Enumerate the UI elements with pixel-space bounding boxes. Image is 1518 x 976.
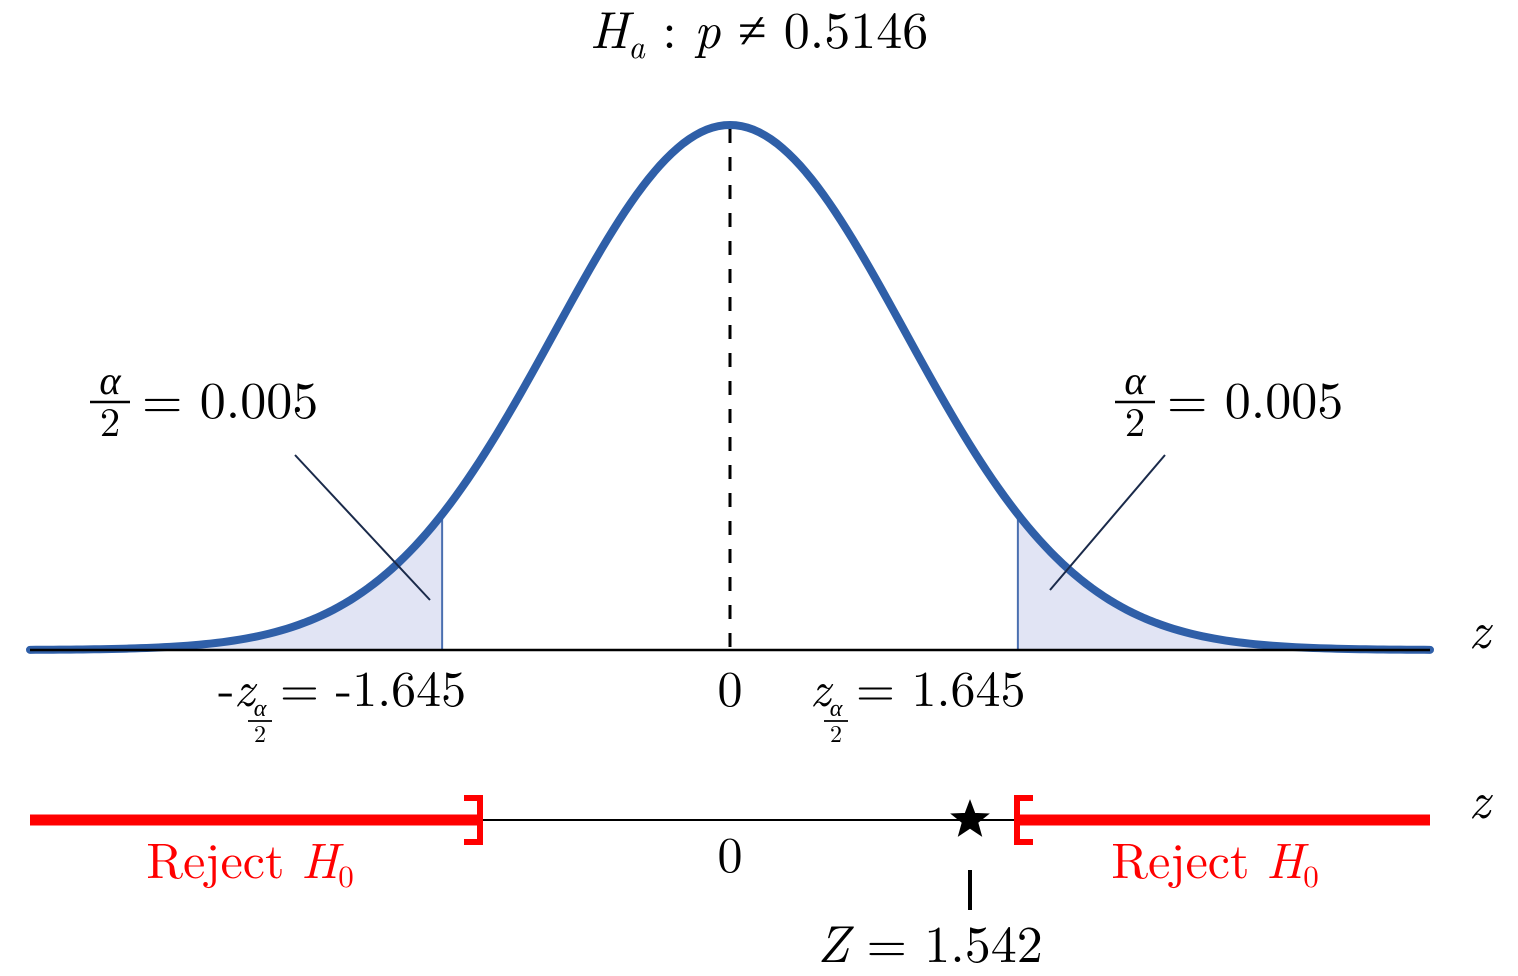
alpha-bot-left: 2 — [100, 390, 120, 448]
upper-axis-left-crit-subbot: 2 — [254, 715, 266, 749]
alpha-value-right: = 0.005 — [1167, 360, 1343, 434]
reject-h0-left: Reject H0 — [146, 822, 353, 896]
upper-axis-left-crit-neg: - — [218, 650, 235, 721]
test-stat-label: Z = 1.542 — [817, 904, 1042, 976]
lower-axis-zero: 0 — [718, 816, 743, 887]
upper-axis-zero: 0 — [718, 650, 743, 721]
hypothesis-title: Ha : p ≠ 0.5146 — [590, 0, 928, 68]
alpha-pointer-left — [295, 455, 430, 600]
alpha-pointer-right — [1050, 455, 1165, 590]
test-stat-star-icon — [953, 802, 987, 835]
upper-axis-left-crit-val: = -1.645 — [280, 650, 466, 721]
upper-axis-right-crit-val: = 1.645 — [856, 650, 1025, 721]
alpha-value-left: = 0.005 — [142, 360, 318, 434]
lower-axis-z-label: z — [1469, 760, 1494, 834]
upper-axis-right-crit-subbot: 2 — [830, 715, 842, 749]
alpha-bot-right: 2 — [1125, 390, 1145, 448]
reject-h0-right: Reject H0 — [1111, 822, 1318, 896]
upper-axis-z-label: z — [1469, 590, 1494, 664]
